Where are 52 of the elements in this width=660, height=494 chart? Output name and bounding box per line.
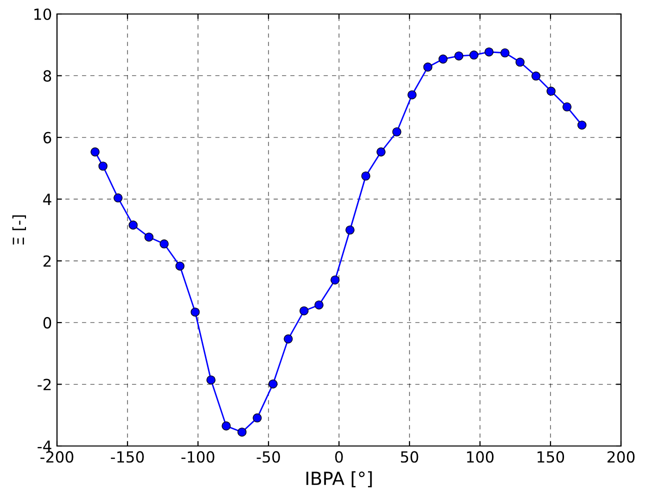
point bbox=[314, 300, 324, 310]
point bbox=[361, 171, 370, 181]
y-tick-label: 10 bbox=[34, 8, 52, 20]
point bbox=[114, 193, 123, 202]
x-tick-label: 50 bbox=[400, 451, 418, 463]
point bbox=[423, 62, 432, 72]
x-tick-label: 150 bbox=[538, 451, 564, 463]
y-tick-label: 6 bbox=[43, 132, 52, 144]
x-axis-title: IBPA [°] bbox=[306, 471, 372, 488]
point bbox=[392, 127, 402, 136]
y-tick-label: 8 bbox=[43, 70, 52, 82]
point bbox=[345, 225, 355, 235]
x-tick-label: 0 bbox=[335, 451, 343, 463]
point bbox=[376, 147, 386, 156]
y-axis-title: Ξ [-] bbox=[12, 215, 26, 244]
point bbox=[438, 54, 448, 64]
point bbox=[144, 232, 154, 242]
point bbox=[237, 428, 247, 437]
x-tick-label: -200 bbox=[40, 451, 74, 463]
point bbox=[190, 308, 200, 317]
x-tick-label: -100 bbox=[181, 451, 214, 463]
point bbox=[531, 72, 540, 81]
point bbox=[284, 334, 293, 344]
point bbox=[98, 162, 108, 171]
point bbox=[469, 50, 478, 60]
point bbox=[252, 413, 262, 422]
point bbox=[206, 375, 216, 384]
y-tick-label: 0 bbox=[43, 317, 52, 329]
point bbox=[90, 147, 100, 156]
x-tick-label: -150 bbox=[110, 451, 144, 463]
point bbox=[408, 90, 417, 100]
y-tick-label: 2 bbox=[44, 255, 51, 267]
point bbox=[577, 120, 586, 130]
x-tick-label: 100 bbox=[467, 451, 494, 463]
point bbox=[222, 421, 231, 430]
point bbox=[160, 239, 169, 248]
point bbox=[330, 275, 340, 285]
point bbox=[484, 47, 494, 56]
point bbox=[454, 51, 464, 60]
x-tick-label: -50 bbox=[256, 451, 280, 463]
point bbox=[175, 262, 184, 271]
y-tick-label: 4 bbox=[43, 194, 52, 205]
y-tick-label: -4 bbox=[38, 440, 52, 452]
point bbox=[300, 306, 309, 316]
x-tick-label: 200 bbox=[608, 451, 635, 463]
point bbox=[562, 102, 572, 112]
y-tick-label: -2 bbox=[38, 378, 51, 390]
point bbox=[516, 58, 525, 67]
point bbox=[128, 220, 138, 230]
point bbox=[500, 48, 510, 58]
point bbox=[546, 86, 556, 96]
point bbox=[268, 379, 278, 388]
